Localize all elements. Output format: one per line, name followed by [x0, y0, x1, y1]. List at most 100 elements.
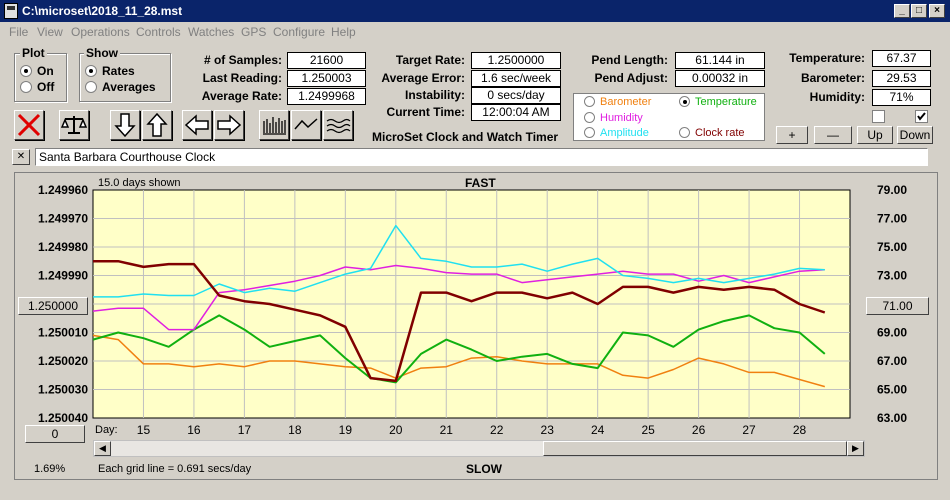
menu-help[interactable]: Help: [331, 25, 356, 39]
scroll-right-button[interactable]: [214, 110, 244, 140]
increase-button[interactable]: +: [776, 126, 808, 144]
app-caption: MicroSet Clock and Watch Timer: [372, 130, 559, 144]
up-button[interactable]: Up: [857, 126, 893, 144]
arrow-right-icon: [217, 114, 242, 136]
bar-view-button[interactable]: [259, 110, 289, 140]
day-tick-label: 18: [288, 423, 302, 437]
down-button[interactable]: Down: [897, 126, 933, 144]
horizontal-scrollbar[interactable]: ◀ ▶: [93, 440, 865, 457]
pend-length-value: 61.144 in: [675, 52, 765, 69]
menu-controls[interactable]: Controls: [136, 25, 181, 39]
pend-adjust-value: 0.00032 in: [675, 70, 765, 87]
minimize-button[interactable]: _: [894, 4, 910, 18]
arrow-left-icon: [184, 114, 209, 136]
instability-label: Instability:: [404, 88, 465, 102]
target-rate-value: 1.2500000: [471, 52, 561, 69]
zero-button[interactable]: 0: [25, 425, 85, 443]
balance-scale-icon: [60, 116, 88, 134]
menu-gps[interactable]: GPS: [241, 25, 267, 39]
right-tick-label: 77.00: [877, 212, 907, 226]
temperature-value: 67.37: [872, 50, 931, 67]
days-shown-label: 15.0 days shown: [98, 177, 181, 189]
window-title: C:\microset\2018_11_28.mst: [22, 4, 183, 18]
menu-watches[interactable]: Watches: [188, 25, 235, 39]
percent-readout: 1.69%: [34, 463, 66, 475]
samples-value: 21600: [287, 52, 366, 69]
day-tick-label: 24: [591, 423, 605, 437]
left-tick-label: 1.249970: [38, 212, 88, 226]
wave-icon: [326, 118, 351, 134]
menu-operations[interactable]: Operations: [71, 25, 130, 39]
center-temp-button[interactable]: 71.00: [866, 297, 929, 315]
show-group: [79, 53, 171, 102]
barometer-radio[interactable]: Barometer: [584, 96, 651, 108]
instability-value: 0 secs/day: [471, 87, 561, 104]
scroll-up-button[interactable]: [142, 110, 172, 140]
last-reading-label: Last Reading:: [202, 71, 282, 85]
day-tick-label: 26: [692, 423, 706, 437]
plot-off-radio[interactable]: Off: [20, 80, 54, 94]
amplitude-line: [93, 224, 825, 298]
grid-lines: [93, 190, 850, 418]
day-tick-label: 15: [137, 423, 151, 437]
right-tick-label: 73.00: [877, 269, 907, 283]
center-rate-button[interactable]: 1.250000: [18, 297, 88, 315]
current-time-label: Current Time:: [386, 105, 465, 119]
plot-on-radio[interactable]: On: [20, 64, 54, 78]
show-group-title: Show: [84, 46, 120, 60]
left-tick-label: 1.250010: [38, 326, 88, 340]
menu-file[interactable]: File: [9, 25, 29, 39]
close-window-button[interactable]: ×: [929, 4, 945, 18]
clock-rate-radio[interactable]: Clock rate: [679, 127, 745, 139]
menu-view[interactable]: View: [37, 25, 63, 39]
barometer-line: [92, 334, 826, 388]
tick-labels: 1.249960 79.00 1.249970 77.00 1.249980 75.00 1…: [38, 183, 907, 437]
show-rates-radio[interactable]: Rates: [85, 64, 135, 78]
day-tick-label: 21: [440, 423, 454, 437]
menu-bar: File View Operations Controls Watches GP…: [0, 22, 950, 42]
maximize-button[interactable]: □: [911, 4, 927, 18]
last-reading-value: 1.250003: [287, 70, 366, 87]
humidity-radio[interactable]: Humidity: [584, 112, 643, 124]
samples-label: # of Samples:: [203, 53, 282, 67]
scroll-down-button[interactable]: [110, 110, 140, 140]
series-lines: [92, 224, 826, 388]
right-tick-label: 65.00: [877, 383, 907, 397]
line-view-button[interactable]: [291, 110, 321, 140]
clear-data-button[interactable]: [14, 110, 44, 140]
current-time-value: 12:00:04 AM: [471, 104, 561, 121]
scroll-right-arrow[interactable]: ▶: [847, 441, 864, 456]
day-tick-label: 28: [793, 423, 807, 437]
right-checkbox[interactable]: [915, 110, 928, 123]
show-averages-radio[interactable]: Averages: [85, 80, 156, 94]
left-tick-label: 1.249960: [38, 183, 88, 197]
right-tick-label: 63.00: [877, 411, 907, 425]
average-error-label: Average Error:: [381, 71, 465, 85]
barometer-value: 29.53: [872, 70, 931, 87]
clock-name-field[interactable]: Santa Barbara Courthouse Clock: [35, 148, 928, 166]
average-error-value: 1.6 sec/week: [471, 70, 561, 87]
scrollbar-thumb[interactable]: [543, 441, 847, 456]
wave-view-button[interactable]: [323, 110, 353, 140]
scroll-left-arrow[interactable]: ◀: [94, 441, 111, 456]
temperature-radio[interactable]: Temperature: [679, 96, 757, 108]
series-selector: Barometer Temperature Humidity Amplitude…: [573, 93, 765, 141]
balance-button[interactable]: [59, 110, 89, 140]
menu-configure[interactable]: Configure: [273, 25, 326, 39]
left-tick-label: 1.250040: [38, 411, 88, 425]
left-tick-label: 1.249980: [38, 240, 88, 254]
day-tick-label: 25: [641, 423, 655, 437]
day-tick-label: 16: [187, 423, 201, 437]
scroll-left-button[interactable]: [182, 110, 212, 140]
arrow-down-icon: [114, 113, 136, 138]
day-tick-label: 17: [238, 423, 252, 437]
decrease-button[interactable]: —: [814, 126, 852, 144]
day-label: Day:: [95, 424, 118, 436]
right-tick-label: 75.00: [877, 240, 907, 254]
left-checkbox[interactable]: [872, 110, 885, 123]
average-rate-label: Average Rate:: [201, 89, 282, 103]
clear-name-button[interactable]: ✕: [12, 149, 30, 165]
pend-adjust-label: Pend Adjust:: [594, 71, 668, 85]
amplitude-radio[interactable]: Amplitude: [584, 127, 649, 139]
